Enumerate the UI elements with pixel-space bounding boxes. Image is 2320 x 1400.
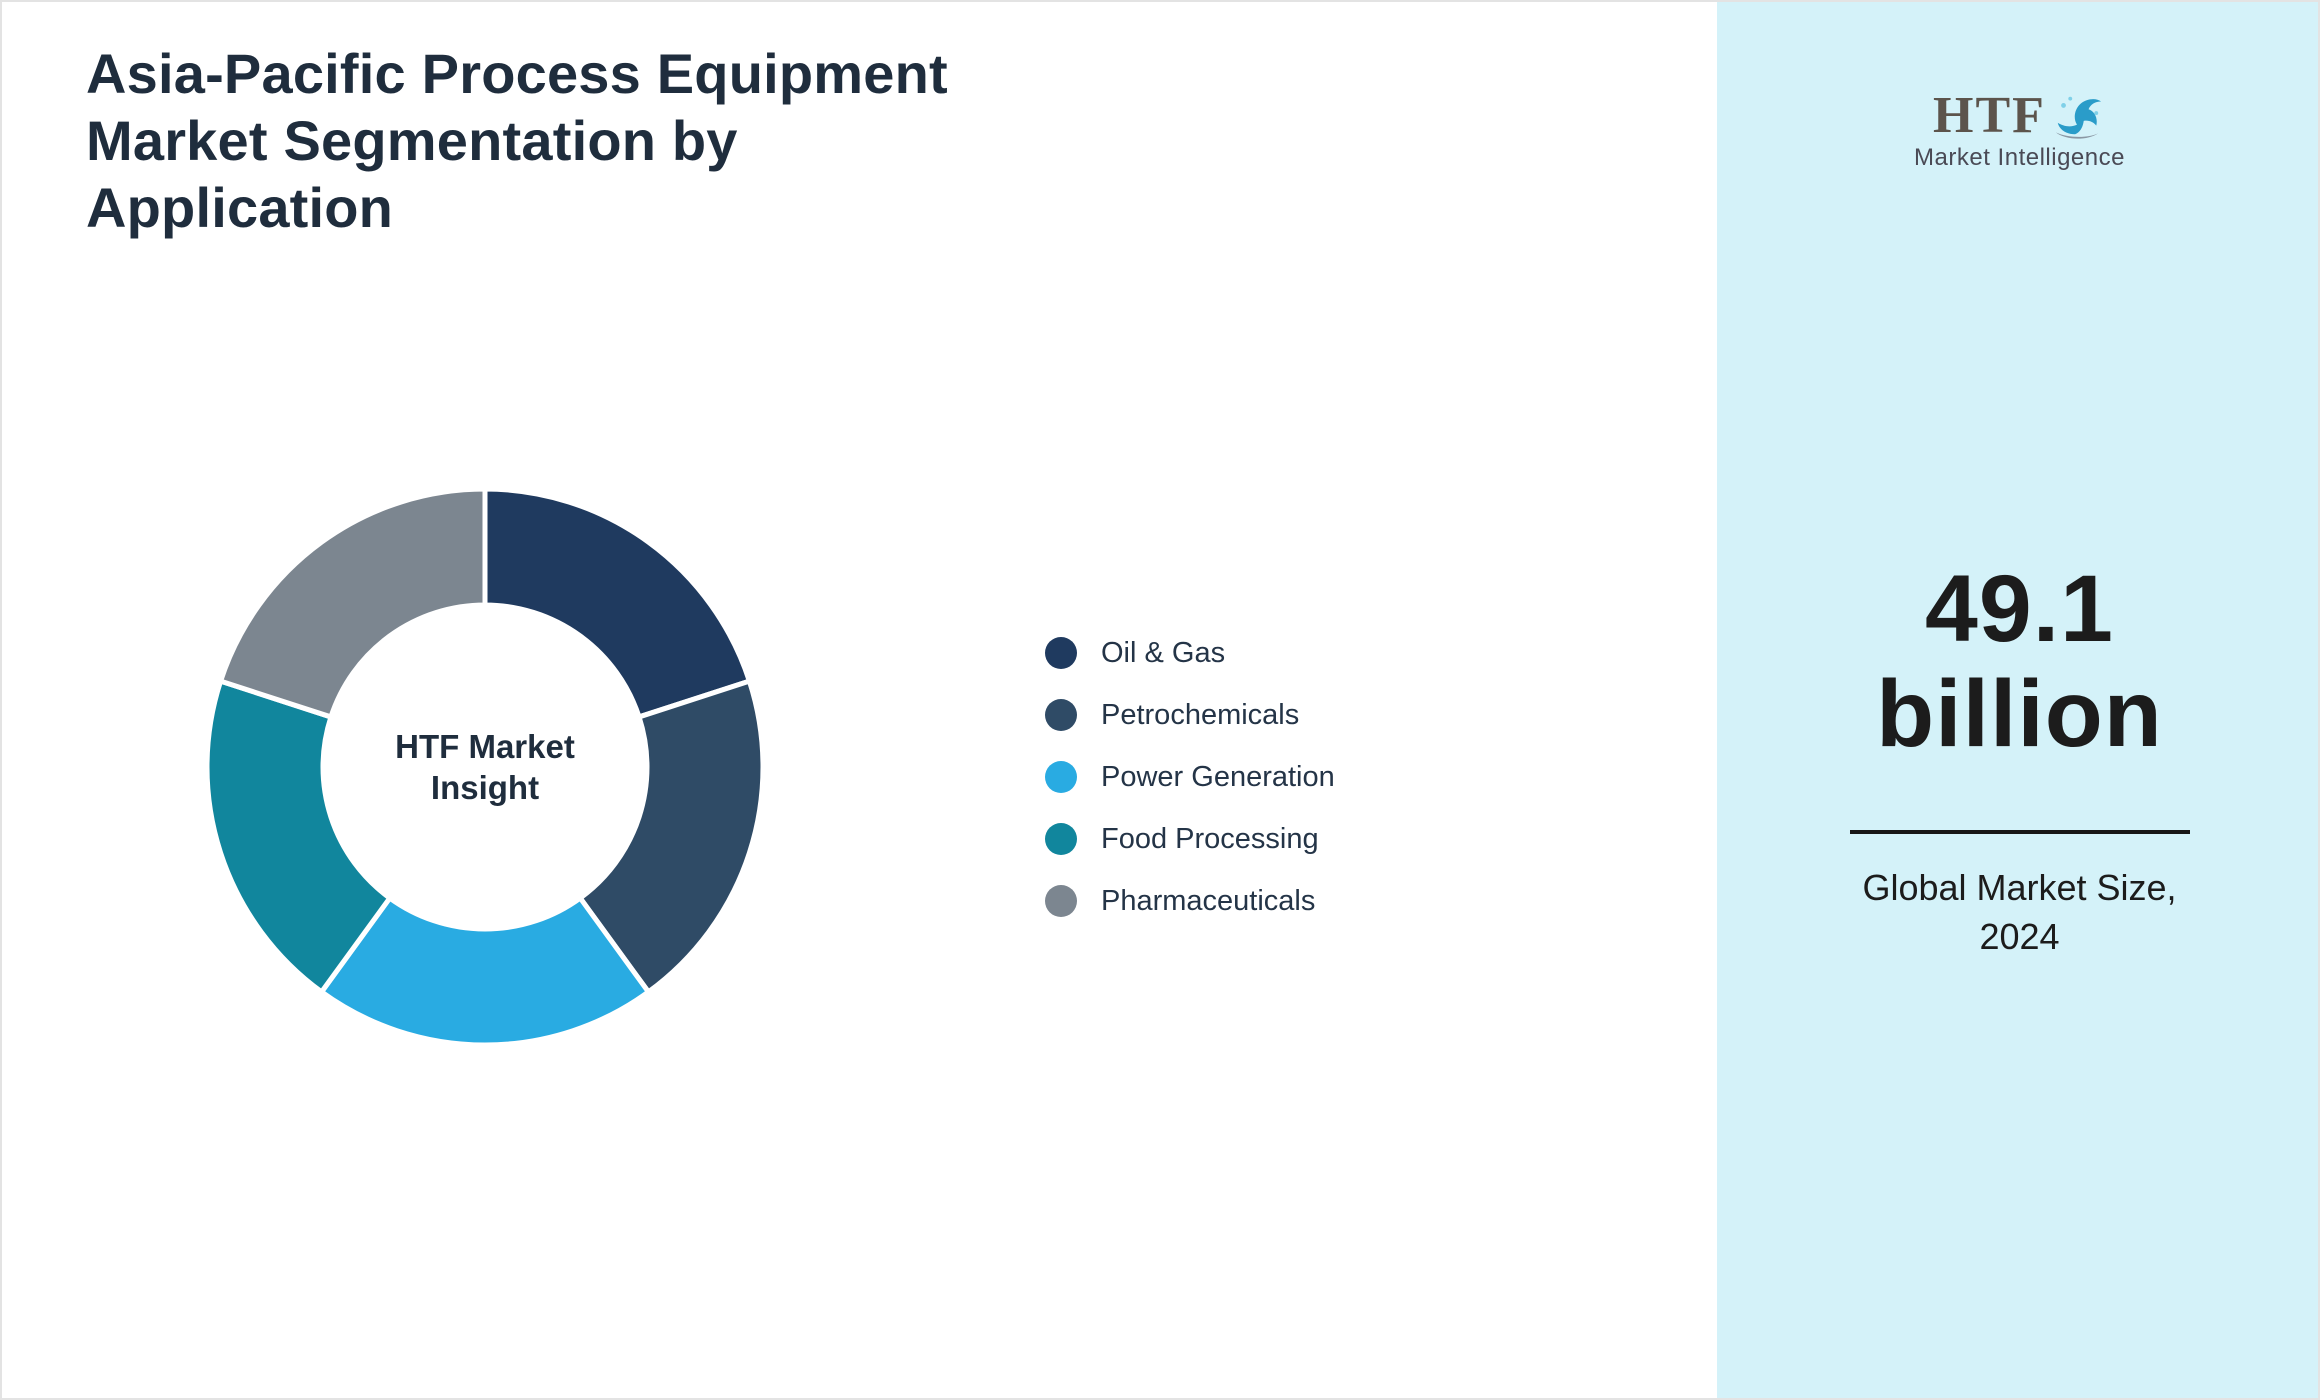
legend-label: Food Processing bbox=[1101, 822, 1319, 855]
market-size-value: 49.1 billion bbox=[1717, 556, 2318, 767]
legend-color-dot bbox=[1045, 885, 1077, 917]
donut-slice-power-generation bbox=[319, 895, 651, 1048]
donut-slice-oil-gas bbox=[482, 486, 752, 720]
legend-label: Oil & Gas bbox=[1101, 636, 1226, 669]
market-size-number: 49.1 bbox=[1925, 556, 2114, 662]
market-size-unit: billion bbox=[1876, 660, 2163, 767]
donut-chart-svg bbox=[204, 486, 766, 1048]
legend-color-dot bbox=[1045, 761, 1077, 793]
donut-slice-petrochemicals bbox=[577, 678, 766, 995]
dolphin-splash-icon bbox=[2055, 96, 2102, 139]
legend-item: Power Generation bbox=[1045, 746, 1335, 808]
legend-label: Power Generation bbox=[1101, 760, 1335, 793]
logo-text: HTF bbox=[1933, 87, 2046, 144]
legend-label: Petrochemicals bbox=[1101, 698, 1300, 731]
page-title: Asia-Pacific Process Equipment Market Se… bbox=[86, 42, 948, 240]
legend-label: Pharmaceuticals bbox=[1101, 884, 1316, 917]
donut-chart: HTF Market Insight bbox=[185, 467, 785, 1067]
legend-item: Oil & Gas bbox=[1045, 622, 1335, 684]
brand-logo: HTF Market Intelligence bbox=[1717, 87, 2318, 172]
legend-color-dot bbox=[1045, 699, 1077, 731]
logo-subtext: Market Intelligence bbox=[1914, 144, 2125, 171]
divider-line bbox=[1849, 830, 2190, 834]
caption-line-2: 2024 bbox=[1979, 915, 2060, 957]
legend-color-dot bbox=[1045, 637, 1077, 669]
chart-legend: Oil & Gas Petrochemicals Power Generation F… bbox=[1045, 622, 1335, 932]
legend-item: Pharmaceuticals bbox=[1045, 870, 1335, 932]
donut-slice-food-processing bbox=[204, 678, 393, 995]
donut-center-label: HTF Market Insight bbox=[395, 727, 575, 806]
legend-color-dot bbox=[1045, 823, 1077, 855]
sidebar-panel: HTF Market Intelligence 49.1 billion Glo… bbox=[1717, 2, 2318, 1398]
legend-item: Food Processing bbox=[1045, 808, 1335, 870]
caption-line-1: Global Market Size, bbox=[1862, 867, 2177, 908]
market-size-caption: Global Market Size, 2024 bbox=[1717, 864, 2318, 961]
donut-slice-pharmaceuticals bbox=[218, 486, 488, 720]
legend-item: Petrochemicals bbox=[1045, 684, 1335, 746]
